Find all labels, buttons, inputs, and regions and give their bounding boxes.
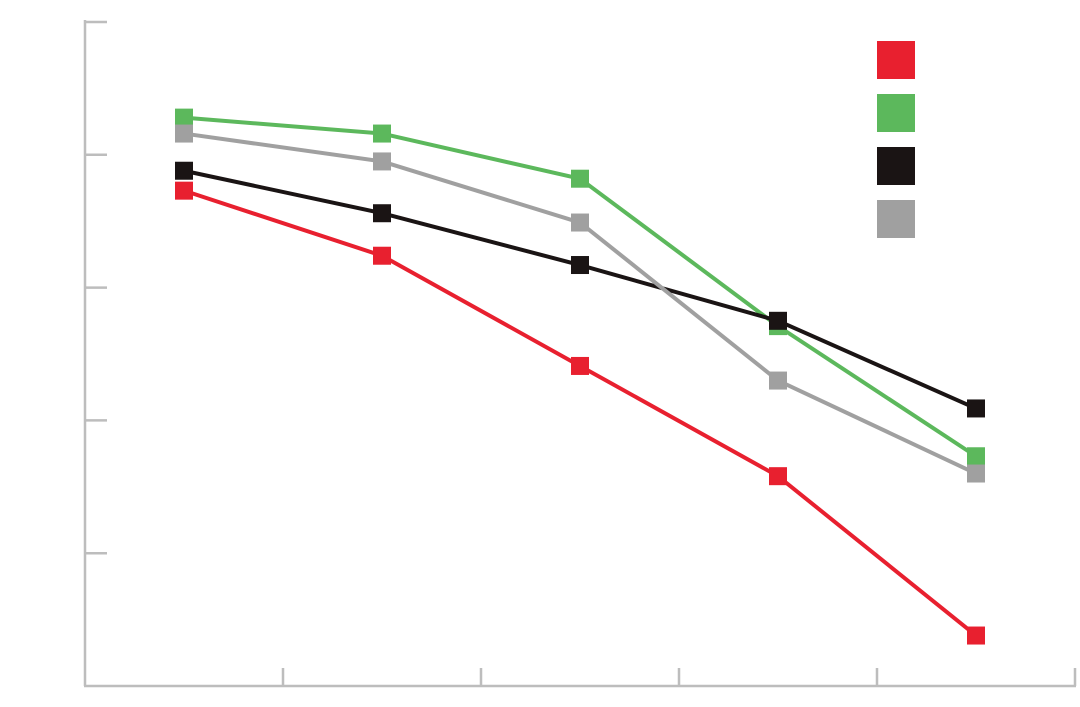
point-marker: [175, 181, 193, 200]
point-marker: [769, 311, 787, 330]
point-marker: [175, 108, 193, 127]
legend-swatch: [877, 41, 915, 79]
point-marker: [571, 256, 589, 275]
legend-swatch: [877, 200, 915, 238]
point-marker: [769, 467, 787, 486]
point-marker: [967, 399, 985, 418]
legend-swatch: [877, 147, 915, 185]
point-marker: [571, 356, 589, 375]
point-marker: [571, 169, 589, 188]
point-marker: [967, 447, 985, 466]
point-marker: [175, 124, 193, 143]
legend-swatch: [877, 94, 915, 132]
point-marker: [571, 213, 589, 232]
point-marker: [373, 204, 391, 223]
point-marker: [175, 161, 193, 180]
series-line: [183, 115, 978, 458]
point-marker: [769, 371, 787, 390]
point-marker: [373, 152, 391, 171]
point-marker: [373, 124, 391, 143]
point-marker: [967, 626, 985, 645]
point-marker: [373, 246, 391, 265]
point-marker: [967, 464, 985, 483]
